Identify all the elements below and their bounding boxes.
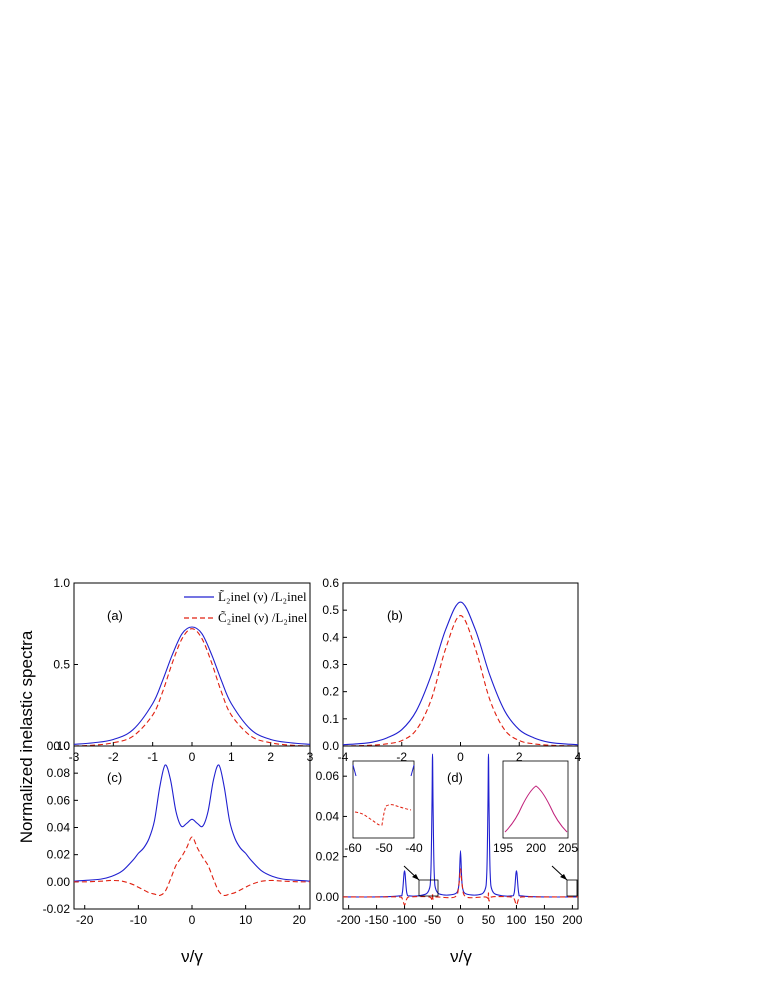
inset-left-c2-curve bbox=[354, 804, 412, 826]
zoom-arrowhead-right bbox=[560, 874, 567, 880]
panel-d-label: (d) bbox=[447, 770, 463, 785]
x-tick-label: 0 bbox=[189, 750, 196, 764]
y-tick-label: 0.06 bbox=[47, 793, 71, 807]
x-tick-label: -1 bbox=[147, 750, 158, 764]
y-tick-label: 0.10 bbox=[47, 739, 71, 753]
y-tick-label: 0.04 bbox=[316, 809, 340, 823]
x-tick-label: 100 bbox=[506, 913, 526, 927]
panel-b-series bbox=[342, 601, 579, 747]
panel-a-series bbox=[73, 626, 311, 747]
panel-c: -20 -10 0 10 20-0.020.000.020.040.060.080.10… bbox=[43, 739, 311, 966]
panel-c-x-label: ν/γ bbox=[181, 947, 203, 966]
x-tick-label: 150 bbox=[534, 913, 554, 927]
panel-b: -4 -2 0 2 40.00.10.20.30.40.50.6 (b) bbox=[322, 576, 581, 764]
legend-label-c2: C̃₂inel (ν) /L₂inel bbox=[218, 610, 308, 625]
y-tick-label: 0.4 bbox=[322, 630, 339, 644]
y-tick-label: 0.02 bbox=[47, 848, 71, 862]
x-tick-label: 200 bbox=[562, 913, 582, 927]
inset-left-l2-curve bbox=[352, 764, 415, 777]
y-tick-label: 0.02 bbox=[316, 850, 340, 864]
x-tick-label: 1 bbox=[228, 750, 235, 764]
y-tick-label: 0.06 bbox=[316, 769, 340, 783]
panel-c-series bbox=[73, 764, 311, 897]
panel-d-x-label: ν/γ bbox=[450, 947, 472, 966]
panel-d-series bbox=[342, 753, 579, 906]
x-tick-label: -200 bbox=[337, 913, 361, 927]
inset-left-tick: -60 bbox=[344, 841, 362, 855]
series-line-c2 bbox=[343, 868, 578, 906]
y-tick-label: 0.04 bbox=[47, 821, 71, 835]
legend: L̃₂inel (ν) /L₂inel C̃₂inel (ν) /L₂inel bbox=[184, 589, 308, 625]
x-tick-label: 2 bbox=[516, 750, 523, 764]
inset-right-tick: 200 bbox=[526, 841, 546, 855]
y-tick-label: 1.0 bbox=[53, 576, 70, 590]
series-line-l2 bbox=[73, 626, 311, 745]
y-tick-label: 0.2 bbox=[322, 685, 339, 699]
zoom-box-right bbox=[566, 879, 578, 897]
y-tick-label: -0.02 bbox=[43, 902, 71, 916]
y-tick-label: 0.3 bbox=[322, 658, 339, 672]
x-tick-label: -10 bbox=[130, 913, 148, 927]
y-tick-label: 0.5 bbox=[53, 658, 70, 672]
series-line-c2 bbox=[73, 836, 311, 897]
y-tick-label: 0.5 bbox=[322, 603, 339, 617]
y-tick-label: 0.08 bbox=[47, 766, 71, 780]
y-tick-label: 0.00 bbox=[47, 875, 71, 889]
x-tick-label: -50 bbox=[424, 913, 442, 927]
legend-label-l2: L̃₂inel (ν) /L₂inel bbox=[218, 589, 307, 604]
panel-a-label: (a) bbox=[107, 608, 123, 623]
panel-c-ticks: -20 -10 0 10 20-0.020.000.020.040.060.080.10 bbox=[43, 739, 307, 927]
inset-right-curve bbox=[504, 785, 568, 833]
inset-right-tick: 205 bbox=[558, 841, 578, 855]
series-line-c2 bbox=[73, 628, 311, 747]
panel-b-label: (b) bbox=[387, 608, 403, 623]
y-tick-label: 0.00 bbox=[316, 890, 340, 904]
y-axis-label: Normalized inelastic spectra bbox=[17, 630, 36, 843]
panel-a-ticks: -3 -2 -1 0 1 2 30.00.51.0 bbox=[53, 576, 313, 764]
y-tick-label: 0.0 bbox=[322, 739, 339, 753]
inset-left-tick: -40 bbox=[405, 841, 423, 855]
inset-left: -60 -50 -40 bbox=[344, 760, 423, 855]
y-tick-label: 0.6 bbox=[322, 576, 339, 590]
x-tick-label: -100 bbox=[393, 913, 417, 927]
x-tick-label: 0 bbox=[189, 913, 196, 927]
inset-left-tick: -50 bbox=[375, 841, 393, 855]
inset-right: 195 200 205 bbox=[493, 760, 578, 855]
x-tick-label: 0 bbox=[457, 750, 464, 764]
x-tick-label: -2 bbox=[108, 750, 119, 764]
panel-d-ticks: -200 -150 -100 -50 0 50 100 150 200 0.00 0.02 0.04 0… bbox=[316, 769, 583, 927]
x-tick-label: 50 bbox=[482, 913, 496, 927]
panel-d: -200 -150 -100 -50 0 50 100 150 200 0.00 0.02 0.04 0… bbox=[316, 745, 583, 966]
x-tick-label: -2 bbox=[396, 750, 407, 764]
zoom-box-left bbox=[418, 879, 439, 897]
zoom-arrowhead-left bbox=[412, 874, 419, 880]
panel-b-frame bbox=[342, 582, 579, 747]
series-line-l2 bbox=[342, 601, 579, 746]
inset-left-frame bbox=[352, 760, 415, 839]
inset-right-tick: 195 bbox=[493, 841, 513, 855]
series-line-c2 bbox=[342, 615, 579, 747]
series-line-l2 bbox=[73, 764, 311, 882]
inset-right-frame bbox=[502, 760, 569, 839]
y-tick-label: 0.1 bbox=[322, 712, 339, 726]
x-tick-label: 20 bbox=[293, 913, 307, 927]
x-tick-label: 0 bbox=[457, 913, 464, 927]
x-tick-label: 10 bbox=[239, 913, 253, 927]
panel-a: -3 -2 -1 0 1 2 30.00.51.0 (a) L̃₂inel (ν) /L₂i… bbox=[53, 576, 313, 764]
series-line-l2 bbox=[342, 753, 579, 898]
y-tick-label: 0.0 bbox=[53, 739, 70, 753]
panel-c-label: (c) bbox=[107, 770, 122, 785]
panel-b-ticks: -4 -2 0 2 40.00.10.20.30.40.50.6 bbox=[322, 576, 581, 764]
x-tick-label: -20 bbox=[76, 913, 94, 927]
x-tick-label: -150 bbox=[365, 913, 389, 927]
x-tick-label: 2 bbox=[267, 750, 274, 764]
